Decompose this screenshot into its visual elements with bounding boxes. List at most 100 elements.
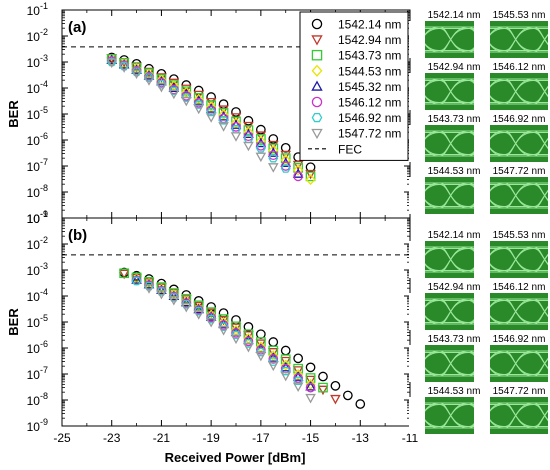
data-point: [206, 100, 216, 110]
data-point: [230, 119, 242, 129]
data-point: [106, 58, 118, 69]
eye-diagram-label: 1543.73 nm: [428, 334, 481, 345]
data-point: [206, 107, 217, 117]
eye-diagram-label: 1547.72 nm: [493, 386, 546, 397]
series-1544-53-nm: [131, 273, 316, 390]
eye-mask: [474, 73, 490, 110]
eye-diagram: 1545.53 nm: [474, 230, 550, 278]
eye-mask: [409, 293, 425, 330]
data-point: [305, 169, 316, 180]
data-point: [292, 160, 304, 171]
data-point: [231, 315, 241, 325]
data-point: [280, 371, 292, 382]
eye-trace: [439, 184, 469, 207]
y-tick-label: 10-1: [27, 1, 48, 18]
legend-marker: [311, 96, 323, 108]
data-point: [156, 282, 167, 292]
eye-diagram-label: 1547.72 nm: [493, 166, 546, 177]
eye-trace: [533, 188, 550, 207]
x-tick-label: -17: [252, 431, 270, 445]
data-point: [243, 336, 254, 347]
data-point: [255, 135, 266, 147]
eye-diagram-label: 1546.12 nm: [493, 282, 546, 293]
eye-diagram: 1544.53 nm: [409, 386, 498, 434]
data-point: [118, 269, 130, 280]
eye-trace: [504, 80, 534, 103]
eye-trace: [533, 408, 550, 427]
x-tick-label: -21: [153, 431, 171, 445]
data-point: [243, 115, 254, 126]
data-point: [243, 128, 254, 139]
data-point: [268, 150, 279, 161]
x-tick-label: -11: [402, 431, 419, 445]
eye-trace: [439, 404, 469, 427]
data-point: [255, 131, 267, 141]
data-point: [268, 134, 279, 144]
data-point: [243, 125, 254, 135]
data-point: [292, 371, 304, 381]
eye-diagram-label: 1545.53 nm: [493, 10, 546, 21]
legend-marker: [311, 35, 323, 46]
data-point: [280, 164, 291, 173]
data-point: [293, 373, 303, 383]
data-point: [343, 390, 353, 401]
legend-marker: [311, 18, 323, 30]
legend-label: 1542.94 nm: [338, 33, 401, 47]
data-point: [156, 284, 167, 295]
eye-diagram-label: 1542.94 nm: [428, 62, 481, 73]
data-point: [268, 350, 279, 362]
data-point: [231, 328, 241, 338]
data-point: [218, 122, 229, 132]
eye-trace: [439, 28, 469, 51]
data-point: [243, 141, 254, 152]
x-axis-label: Received Power [dBm]: [165, 450, 306, 465]
legend-label: 1547.72 nm: [338, 127, 401, 141]
data-point: [156, 289, 167, 300]
eye-trace: [504, 132, 534, 155]
y-tick-label: 10-6: [27, 131, 48, 148]
data-point: [305, 375, 316, 386]
eye-trace: [533, 304, 550, 323]
eye-mask: [409, 397, 425, 434]
data-point: [292, 382, 304, 393]
eye-mask: [474, 125, 490, 162]
data-point: [193, 97, 204, 108]
series-1546-92-nm: [131, 276, 304, 386]
data-point: [119, 268, 129, 279]
legend-label: 1546.12 nm: [338, 96, 401, 110]
y-tick-label: 10-5: [27, 105, 48, 122]
data-point: [267, 140, 279, 151]
eye-mask: [474, 397, 490, 434]
legend-label: 1542.14 nm: [338, 18, 401, 32]
y-axis-label: BER: [6, 308, 21, 336]
data-point: [267, 147, 279, 157]
x-tick-label: -13: [352, 431, 370, 445]
data-point: [318, 371, 328, 382]
eye-mask: [548, 293, 550, 330]
data-point: [293, 164, 304, 176]
data-point: [243, 131, 254, 142]
data-point: [305, 171, 316, 182]
eye-diagram: 1546.92 nm: [474, 334, 550, 382]
legend-marker: [311, 49, 323, 61]
legend-label: 1545.32 nm: [338, 80, 401, 94]
data-point: [280, 359, 291, 371]
eye-trace: [504, 184, 534, 207]
data-point: [268, 337, 279, 347]
panel-b: 10-1 10-2 10-3 10-4 10-5 10-6 10-7 10-8 10-9 -25 -…: [6, 209, 419, 445]
data-point: [268, 143, 279, 154]
y-tick-label: 10-3: [27, 53, 48, 70]
eye-trace: [439, 300, 469, 323]
y-tick-label: 10-7: [27, 157, 48, 174]
data-point: [280, 345, 291, 356]
eye-mask: [548, 177, 550, 214]
data-point: [330, 394, 341, 405]
data-point: [193, 300, 204, 311]
eye-trace: [439, 352, 469, 375]
data-point: [267, 361, 279, 372]
data-point: [256, 124, 266, 135]
y-tick-label: 10-8: [27, 183, 48, 200]
eye-trace: [504, 248, 534, 271]
eye-mask: [474, 345, 490, 382]
